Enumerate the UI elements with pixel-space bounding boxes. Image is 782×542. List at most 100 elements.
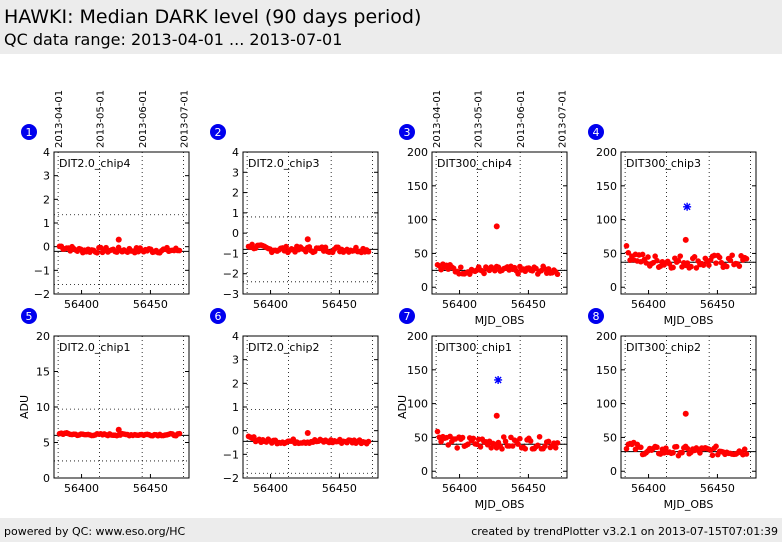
panel-number: 1	[26, 126, 33, 139]
panel-number: 3	[404, 126, 411, 139]
data-point	[466, 271, 473, 277]
plot-frame	[53, 335, 190, 479]
plot-frame	[53, 151, 190, 295]
data-point	[688, 263, 694, 270]
panel-label: DIT300_chip1	[437, 341, 512, 354]
x-axis-label: MJD_OBS	[664, 314, 714, 327]
data-point	[115, 236, 122, 243]
y-tick-label: 100	[407, 398, 428, 411]
footer-credit[interactable]: powered by QC: www.eso.org/HC	[4, 525, 186, 538]
y-tick-label: 100	[596, 214, 617, 227]
data-point	[283, 243, 289, 250]
data-point	[706, 262, 712, 268]
x-tick-label: 56400	[442, 482, 477, 495]
y-tick-label: 4	[232, 146, 239, 159]
x-tick-label: 56400	[253, 298, 288, 311]
data-point	[477, 444, 484, 450]
data-point	[536, 433, 543, 440]
outlier-point	[683, 202, 692, 211]
panel-label: DIT300_chip3	[626, 157, 701, 170]
y-tick-label: 200	[407, 146, 428, 159]
data-point	[736, 263, 743, 269]
data-point	[545, 438, 552, 445]
data-point	[652, 253, 658, 260]
x-axis-label: MJD_OBS	[475, 314, 525, 327]
data-point	[493, 412, 500, 419]
data-point	[454, 445, 461, 451]
data-point	[713, 443, 719, 450]
y-tick-label: 0	[43, 241, 50, 254]
plot-panel-8: 8 0 50 100 150 200 56400 56450 DIT300_chip2 MJD_O…	[588, 308, 757, 511]
data-point	[623, 445, 630, 452]
y-tick-label: 10	[36, 401, 50, 414]
panel-label: DIT300_chip4	[437, 157, 512, 170]
y-tick-label: 0	[232, 425, 239, 438]
footer-generator: created by trendPlotter v3.2.1 on 2013-0…	[471, 525, 778, 538]
y-tick-label: 20	[36, 330, 50, 343]
data-point	[727, 257, 734, 264]
date-tick-label: 2013-04-01	[54, 90, 65, 148]
y-tick-label: 0	[421, 465, 428, 478]
data-point	[684, 445, 691, 452]
date-tick-label: 2013-04-01	[432, 90, 443, 148]
panel-label: DIT2.0_chip1	[59, 341, 130, 354]
y-tick-label: 150	[596, 364, 617, 377]
panel-number-badge	[21, 308, 37, 324]
data-point	[522, 445, 529, 452]
y-tick-label: 150	[596, 180, 617, 193]
x-tick-label: 56450	[133, 482, 168, 495]
date-tick-label: 2013-06-01	[138, 90, 149, 148]
x-tick-label: 56400	[64, 298, 99, 311]
panel-number-badge	[399, 124, 415, 140]
panel-number-badge	[210, 308, 226, 324]
y-axis-label: ADU	[396, 395, 409, 419]
data-point	[670, 449, 676, 456]
data-point	[697, 450, 703, 456]
data-point	[554, 440, 561, 446]
data-point	[743, 255, 750, 262]
y-tick-label: 50	[414, 247, 428, 260]
panel-number-badge	[588, 308, 604, 324]
y-tick-label: 2	[43, 193, 50, 206]
x-tick-label: 56450	[322, 482, 357, 495]
data-point	[304, 430, 311, 437]
y-tick-label: 150	[407, 180, 428, 193]
data-point	[693, 265, 700, 271]
panel-number: 4	[593, 126, 600, 139]
panel-number-badge	[21, 124, 37, 140]
data-point	[682, 236, 689, 243]
y-tick-label: 100	[596, 398, 617, 411]
panel-number: 5	[26, 310, 33, 323]
panel-number-badge	[588, 124, 604, 140]
data-point	[729, 252, 735, 259]
data-point	[709, 452, 716, 459]
data-point	[552, 444, 559, 451]
data-point	[654, 444, 660, 451]
x-tick-label: 56400	[631, 482, 666, 495]
date-tick-label: 2013-05-01	[473, 90, 484, 148]
data-point	[445, 442, 452, 448]
data-point	[500, 434, 507, 440]
data-point	[515, 441, 521, 447]
data-point	[251, 434, 257, 440]
data-point	[639, 251, 646, 258]
data-point	[517, 435, 523, 442]
data-point	[365, 248, 372, 255]
data-point	[679, 449, 685, 456]
data-point	[554, 271, 561, 278]
panel-label: DIT2.0_chip3	[248, 157, 319, 170]
data-point	[493, 223, 500, 230]
panel-number: 8	[593, 310, 600, 323]
y-tick-label: 200	[407, 330, 428, 343]
data-point	[459, 434, 466, 441]
plot-panel-7: 7 0 50 100 150 200 56400 56450 DIT300_chip1 MJD_O…	[396, 308, 568, 511]
y-tick-label: 0	[43, 472, 50, 485]
data-point	[365, 438, 372, 445]
plot-panel-1: 1 −2 −1 0 1 2 3 4 56400 56450 DIT2.0_chip4	[21, 124, 190, 311]
x-tick-label: 56400	[253, 482, 288, 495]
x-tick-label: 56450	[700, 482, 735, 495]
y-tick-label: 100	[407, 214, 428, 227]
panel-number: 2	[215, 126, 222, 139]
data-point	[677, 253, 684, 259]
y-tick-label: −3	[223, 288, 239, 301]
